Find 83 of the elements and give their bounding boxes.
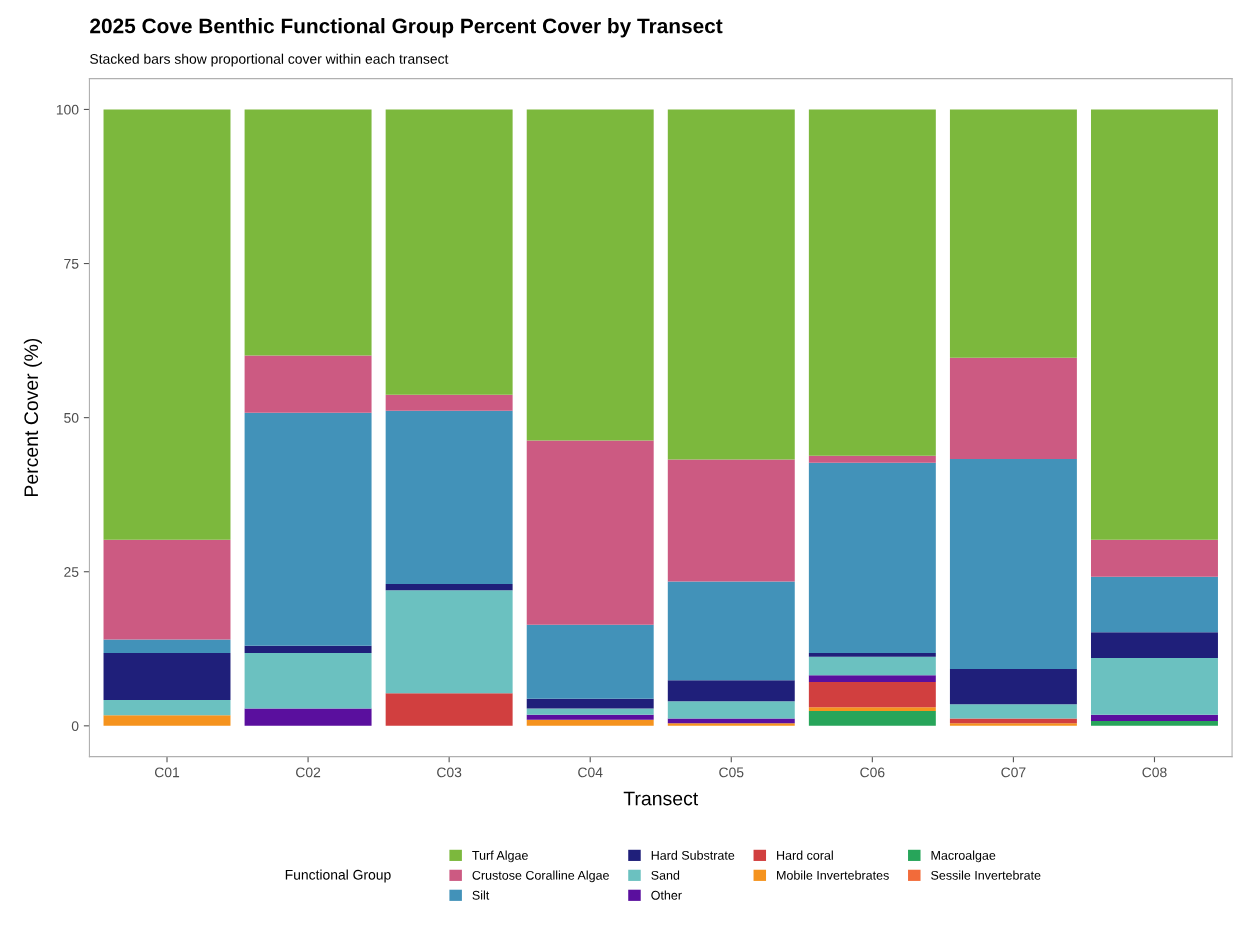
y-tick-label: 25 — [64, 567, 79, 577]
bar — [949, 669, 1077, 705]
bar — [1091, 720, 1218, 726]
bar — [385, 693, 513, 726]
bar — [1091, 539, 1218, 577]
legend-title: Functional Group — [285, 869, 391, 883]
bar — [667, 680, 795, 702]
legend-label: Hard coral — [777, 850, 833, 860]
bar — [667, 723, 795, 726]
bar — [526, 714, 654, 720]
legend-label: Sessile Invertebrate — [931, 870, 1041, 880]
bar — [808, 653, 936, 657]
bar — [103, 699, 231, 716]
legend-label: Macroalgae — [931, 850, 996, 863]
x-tick-label: C06 — [860, 767, 885, 778]
bar — [808, 711, 936, 726]
bar — [244, 653, 372, 709]
bar — [244, 109, 372, 356]
y-tick-label: 75 — [64, 259, 79, 269]
bar — [526, 109, 654, 441]
x-tick-label: C05 — [719, 767, 744, 778]
bar — [385, 590, 513, 694]
bar — [1091, 658, 1218, 715]
bar — [949, 109, 1077, 358]
bar — [1091, 109, 1218, 540]
bar — [103, 715, 231, 726]
bar — [385, 410, 513, 585]
bar — [949, 718, 1077, 724]
bar — [526, 440, 654, 625]
bar — [808, 462, 936, 654]
bar — [667, 701, 795, 719]
legend-label: Hard Substrate — [651, 850, 735, 860]
x-tick-label: C03 — [437, 767, 462, 778]
chart-title: 2025 Cove Benthic Functional Group Percent Cover by Transect — [90, 18, 723, 38]
x-tick-label: C04 — [578, 767, 603, 778]
y-axis-title: Percent Cover (%) — [23, 338, 42, 496]
bar — [103, 639, 231, 654]
bar — [526, 624, 654, 699]
bar — [949, 458, 1077, 670]
bar — [1091, 714, 1218, 721]
x-axis-title: Transect — [623, 791, 699, 806]
bar — [808, 109, 936, 456]
x-tick-label: C07 — [1001, 767, 1026, 778]
bar — [667, 581, 795, 681]
legend-label: Mobile Invertebrates — [777, 870, 889, 880]
bar — [808, 455, 936, 463]
bar — [1091, 576, 1218, 633]
bar — [244, 645, 372, 654]
bar — [667, 109, 795, 460]
bar — [526, 698, 654, 709]
bar — [808, 656, 936, 676]
x-tick-label: C08 — [1142, 767, 1167, 778]
x-tick-label: C02 — [296, 767, 321, 778]
legend-label: Turf Algae — [472, 850, 528, 863]
legend-label: Silt — [472, 890, 490, 900]
bar — [103, 109, 231, 540]
bar — [244, 355, 372, 413]
bar — [808, 707, 936, 712]
bar — [667, 718, 795, 724]
bar — [103, 539, 231, 640]
bar — [949, 723, 1077, 726]
y-tick-label: 0 — [71, 721, 79, 731]
bar — [949, 704, 1077, 719]
bar — [949, 357, 1077, 459]
bar — [808, 675, 936, 683]
legend-label: Crustose Coralline Algae — [472, 870, 609, 883]
x-tick-label: C01 — [154, 767, 180, 778]
bar — [526, 708, 654, 715]
legend-label: Sand — [651, 870, 680, 880]
bar — [103, 653, 231, 700]
y-tick-label: 50 — [64, 412, 79, 423]
bar — [808, 682, 936, 708]
bar — [385, 584, 513, 591]
y-tick-label: 100 — [56, 104, 79, 115]
bar — [1091, 632, 1218, 659]
chart-subtitle: Stacked bars show proportional cover within each transect — [90, 53, 449, 67]
bar — [667, 459, 795, 582]
bar — [244, 708, 372, 726]
bar — [385, 109, 513, 395]
bar — [385, 394, 513, 411]
bar — [244, 412, 372, 646]
legend-label: Other — [651, 890, 682, 900]
bar — [526, 719, 654, 726]
